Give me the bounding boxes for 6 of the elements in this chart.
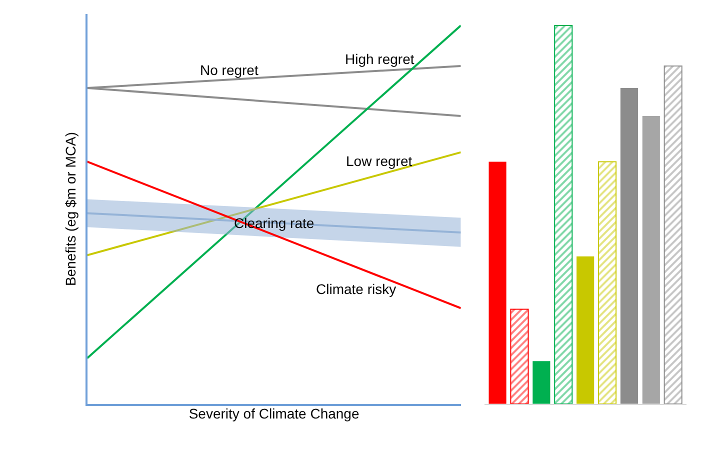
series-label: High regret [345, 51, 414, 67]
series-label: No regret [200, 62, 258, 78]
x-axis-title: Severity of Climate Change [188, 405, 360, 422]
y-axis-title: Benefits (eg $m or MCA) [62, 132, 79, 286]
series-label: Low regret [346, 153, 412, 169]
series-label: Climate risky [316, 281, 396, 297]
